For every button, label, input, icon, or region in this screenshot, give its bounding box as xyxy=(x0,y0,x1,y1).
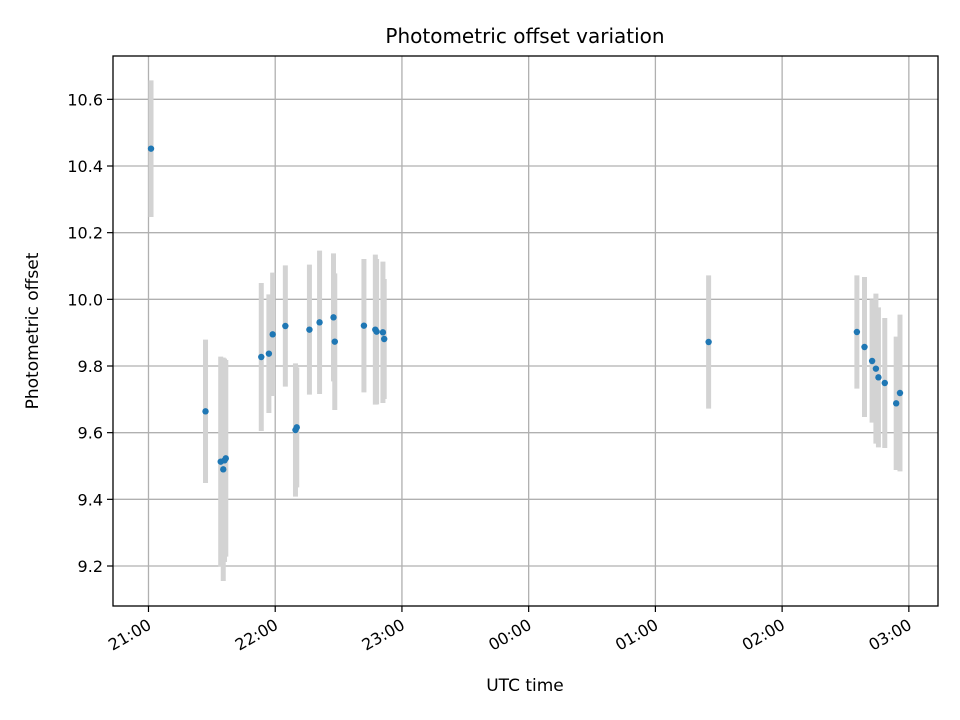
y-tick-label: 10.2 xyxy=(67,224,103,243)
data-point xyxy=(293,424,300,431)
data-point xyxy=(705,338,712,346)
data-point xyxy=(220,466,227,473)
y-tick-label: 9.4 xyxy=(78,490,103,509)
data-points xyxy=(147,145,904,473)
y-tick-label: 9.6 xyxy=(78,424,103,443)
error-bars xyxy=(148,80,903,581)
x-axis-ticks: 21:00 22:00 23:00 00:00 01:00 02:00 03:00 xyxy=(105,606,915,655)
data-point xyxy=(360,322,368,329)
y-tick-label: 10.0 xyxy=(67,290,103,309)
data-point xyxy=(202,408,209,415)
data-point xyxy=(316,319,323,326)
y-axis-label: Photometric offset xyxy=(23,252,43,409)
y-axis-ticks: 9.2 9.4 9.6 9.8 10.0 10.2 10.4 10.6 xyxy=(67,90,113,576)
x-axis-label: UTC time xyxy=(486,676,564,696)
grid-lines xyxy=(113,56,938,606)
plot-frame xyxy=(112,55,939,607)
data-point xyxy=(872,365,880,372)
data-point xyxy=(380,335,388,343)
x-tick-label: 21:00 xyxy=(105,615,154,655)
y-tick-label: 10.4 xyxy=(67,157,103,176)
data-point xyxy=(147,145,155,152)
x-tick-label: 01:00 xyxy=(612,615,661,655)
data-point xyxy=(373,328,380,335)
x-tick-label: 00:00 xyxy=(485,615,534,655)
data-point xyxy=(269,331,276,338)
data-point xyxy=(330,314,337,321)
x-tick-label: 02:00 xyxy=(739,615,788,655)
data-point xyxy=(853,328,861,336)
data-point xyxy=(861,343,868,351)
data-point xyxy=(896,389,904,397)
data-point xyxy=(892,400,900,407)
data-point xyxy=(222,455,229,462)
x-tick-label: 03:00 xyxy=(865,615,914,655)
x-tick-label: 23:00 xyxy=(359,615,408,655)
data-point xyxy=(881,379,888,387)
chart-title: Photometric offset variation xyxy=(385,24,664,48)
data-point xyxy=(875,374,882,381)
data-point xyxy=(331,338,338,345)
y-tick-label: 10.6 xyxy=(67,90,103,109)
data-point xyxy=(306,326,313,333)
data-point xyxy=(282,322,289,330)
data-point xyxy=(265,350,273,357)
y-tick-label: 9.8 xyxy=(78,357,103,376)
x-tick-label: 22:00 xyxy=(232,615,281,655)
data-point xyxy=(258,353,265,361)
data-point xyxy=(868,357,876,365)
y-tick-label: 9.2 xyxy=(78,557,103,576)
data-point xyxy=(379,329,387,336)
